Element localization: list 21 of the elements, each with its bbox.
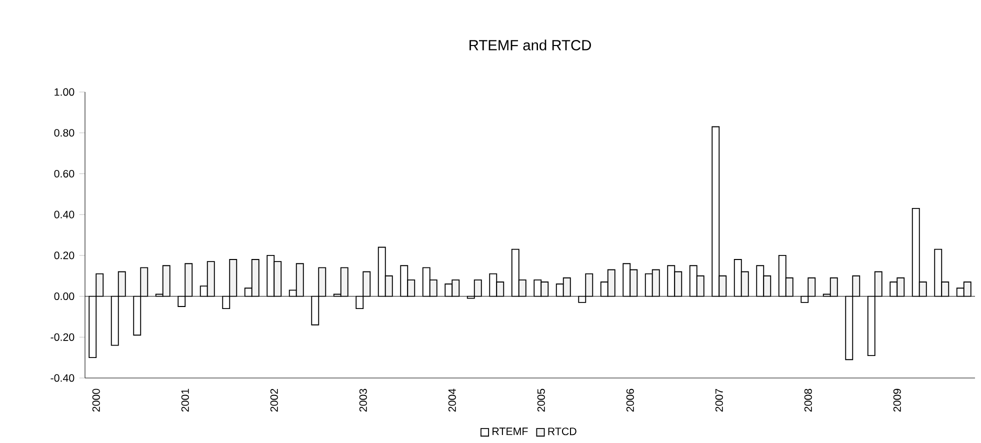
y-tick-label: 0.00 <box>54 292 74 300</box>
x-tick-label: 2009 <box>893 388 901 412</box>
x-tick-label: 2001 <box>181 388 189 412</box>
x-tick-label: 2005 <box>537 388 545 412</box>
x-tick-label: 2007 <box>715 388 723 412</box>
x-tick-label: 2002 <box>270 388 278 412</box>
y-tick-label: -0.20 <box>50 333 74 341</box>
y-tick-label: 0.60 <box>54 170 74 178</box>
x-tick-label: 2000 <box>92 388 100 412</box>
legend-label: RTCD <box>548 428 576 436</box>
x-tick-label: 2003 <box>359 388 367 412</box>
legend-label: RTEMF <box>492 428 528 436</box>
chart-title: RTEMF and RTCD <box>470 40 591 50</box>
y-tick-label: 1.00 <box>54 88 74 96</box>
y-tick-label: 0.40 <box>54 210 74 218</box>
x-tick-label: 2006 <box>626 388 634 412</box>
x-tick-label: 2008 <box>804 388 812 412</box>
y-tick-label: 0.80 <box>54 129 74 137</box>
y-tick-label: -0.40 <box>50 374 74 382</box>
x-tick-label: 2004 <box>448 388 456 412</box>
y-tick-label: 0.20 <box>54 252 74 260</box>
